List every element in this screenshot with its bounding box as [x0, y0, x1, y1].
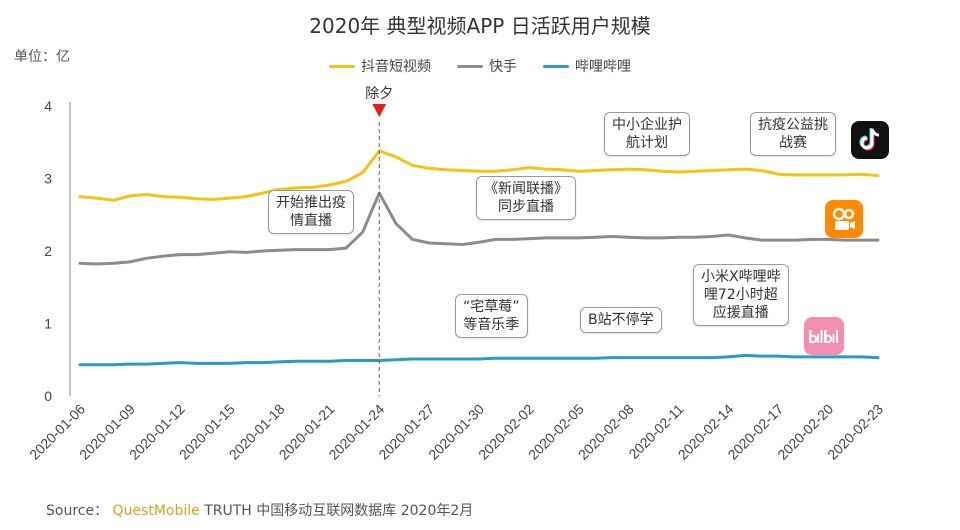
- kuaishou-camera-icon: [832, 207, 855, 230]
- series-line-0: [78, 149, 880, 202]
- legend-swatch-kuaishou: [457, 64, 483, 68]
- legend: 抖音短视频 快手 哔哩哔哩: [0, 56, 960, 76]
- eve-triangle-icon: [372, 104, 387, 117]
- event-marker: 除夕: [365, 85, 393, 396]
- callout-bzhan-school: B站不停学: [580, 307, 662, 333]
- chart-title: 2020年 典型视频APP 日活跃用户规模: [309, 14, 651, 38]
- legend-label-bilibili: 哔哩哔哩: [575, 59, 631, 75]
- series-lines: [78, 149, 880, 367]
- callout-xiaomi-live: 小米X哔哩哔 哩72小时超 应援直播: [693, 264, 789, 326]
- legend-label-kuaishou: 快手: [489, 59, 517, 75]
- legend-swatch-bilibili: [543, 64, 569, 68]
- callout-epidemic-live: 开始推出疫 情直播: [268, 190, 354, 234]
- legend-item-bilibili: 哔哩哔哩: [543, 56, 631, 76]
- unit-label: 单位：亿: [14, 49, 70, 65]
- y-tick-label: 1: [44, 316, 52, 332]
- bilibili-logo-icon: [804, 317, 844, 355]
- y-tick-label: 3: [44, 171, 52, 187]
- douyin-note-icon: [859, 128, 880, 151]
- source-brand: QuestMobile: [112, 503, 200, 519]
- y-tick-label: 4: [44, 98, 52, 114]
- bilibili-wordmark-icon: [808, 330, 838, 344]
- legend-label-douyin: 抖音短视频: [361, 59, 431, 75]
- eve-label: 除夕: [365, 85, 393, 101]
- callout-news-sync: 《新闻联播》 同步直播: [476, 176, 576, 220]
- series-line-2: [78, 353, 880, 367]
- legend-item-douyin: 抖音短视频: [329, 56, 431, 76]
- source-prefix: Source：: [46, 503, 109, 519]
- y-tick-label: 2: [44, 243, 52, 259]
- source-rest: TRUTH 中国移动互联网数据库 2020年2月: [204, 503, 474, 519]
- douyin-logo-icon: [851, 121, 889, 159]
- kuaishou-logo-icon: [825, 200, 863, 238]
- callout-antiepidemic: 抗疫公益挑 战赛: [750, 112, 836, 156]
- callout-zhai-cao: “宅草莓” 等音乐季: [455, 294, 528, 338]
- y-tick-label: 0: [44, 388, 52, 404]
- callout-smb-help: 中小企业护 航计划: [604, 112, 690, 156]
- legend-item-kuaishou: 快手: [457, 56, 517, 76]
- legend-swatch-douyin: [329, 64, 355, 68]
- series-line-1: [78, 191, 880, 266]
- source-line: Source： QuestMobile TRUTH 中国移动互联网数据库 202…: [46, 500, 473, 520]
